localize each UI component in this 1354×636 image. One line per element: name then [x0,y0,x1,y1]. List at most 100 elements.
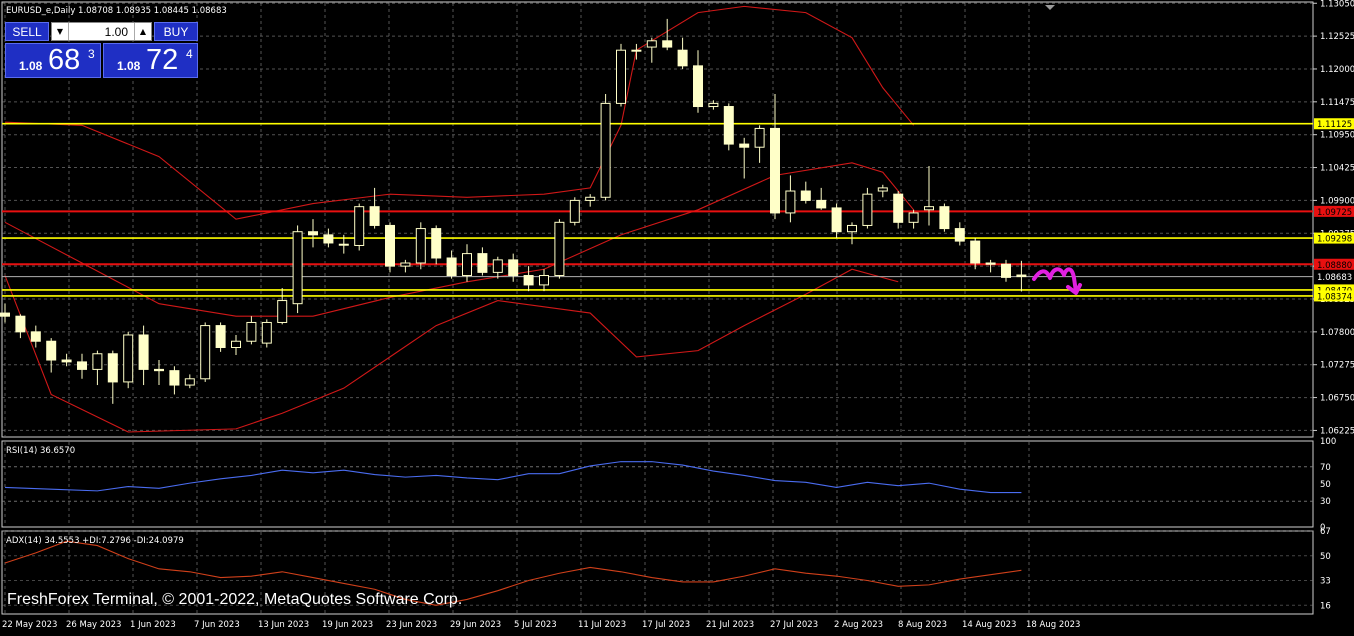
lot-size-control[interactable]: ▼ ▲ [51,22,152,41]
bullish-candle [924,206,934,211]
bearish-candle [169,370,180,386]
bearish-candle [107,353,118,383]
price-level-label: 1.09725 [1317,208,1352,218]
bearish-candle [477,253,488,273]
adx-title: ADX(14) 34.5553 +DI:7.2796 -DI:24.0979 [6,536,184,546]
main-panel-frame [1,1,1314,438]
x-axis-label: 2 Aug 2023 [834,620,883,630]
price-level-label: 1.11125 [1317,120,1352,130]
x-axis-label: 27 Jul 2023 [770,620,818,630]
bullish-candle [600,102,611,198]
bearish-candle [723,106,734,145]
price-level-tag [1314,232,1354,244]
price-level-tag [1314,118,1354,130]
bearish-candle [154,368,164,372]
bearish-candle [1016,274,1027,278]
bearish-candle [954,228,965,242]
bullish-candle [184,378,195,386]
y-axis-label: 1.10950 [1320,131,1354,141]
adx-line [4,540,1022,606]
bearish-candle [770,127,780,214]
x-axis-label: 19 Jun 2023 [322,620,373,630]
bearish-candle [508,259,519,277]
rsi-title: RSI(14) 36.6570 [6,446,75,456]
symbol-header: EURUSD_e,Daily 1.08708 1.08935 1.08445 1… [6,6,227,16]
bullish-candle [708,102,719,108]
sell-price-prefix: 1.08 [19,59,43,73]
price-level-tag [1314,205,1354,217]
y-axis-label: 1.10425 [1320,164,1354,174]
y-axis-label: 1.11475 [1320,98,1354,108]
x-axis-label: 11 Jul 2023 [578,620,626,630]
bullish-candle [338,243,349,246]
bullish-candle [261,321,272,344]
adx-axis-label: 16 [1320,601,1331,611]
bearish-candle [77,361,87,370]
bearish-candle [939,206,950,230]
bullish-candle [231,340,241,348]
bearish-candle [308,231,318,236]
x-axis-label: 8 Aug 2023 [898,620,947,630]
adx-axis-label: 50 [1320,552,1331,562]
sell-button[interactable]: SELL [5,22,49,41]
price-level-tag [1314,290,1354,302]
chart-shift-marker-icon [1045,5,1055,10]
bearish-candle [739,143,750,148]
price-level-label: 1.08683 [1317,273,1352,283]
x-axis-label: 7 Jun 2023 [194,620,240,630]
bearish-candle [800,190,811,201]
sell-price-pips: 68 [48,44,81,76]
bollinger-middle-band [4,162,915,317]
y-axis-label: 1.12525 [1320,32,1354,42]
lot-dropdown-icon[interactable]: ▼ [52,23,69,40]
lot-size-input[interactable] [70,23,130,40]
bullish-candle [877,187,888,192]
bullish-candle [785,190,796,214]
bullish-candle [400,262,411,267]
bullish-candle [492,259,503,273]
bearish-candle [446,257,457,277]
price-level-label: 1.09298 [1317,235,1352,245]
x-axis-label: 22 May 2023 [2,620,57,630]
price-level-label: 1.08374 [1317,292,1352,302]
sell-price-button[interactable]: 1.08 68 3 [5,43,101,78]
bullish-candle [616,49,626,104]
bollinger-upper-band [4,5,915,220]
buy-price-prefix: 1.08 [117,59,141,73]
y-axis-label: 1.12000 [1320,65,1354,75]
bullish-candle [585,196,596,201]
price-level-tag [1314,258,1354,270]
bullish-candle [646,40,657,48]
bullish-candle [92,353,103,370]
bullish-candle [554,221,565,277]
bearish-candle [431,228,442,259]
bullish-candle [415,228,426,264]
rsi-axis-label: 50 [1320,480,1331,490]
x-axis-label: 17 Jul 2023 [642,620,690,630]
buy-price-fraction: 4 [186,47,193,61]
bearish-candle [46,340,57,361]
x-axis-label: 1 Jun 2023 [130,620,176,630]
bearish-candle [0,312,10,317]
x-axis-label: 13 Jun 2023 [258,620,309,630]
bearish-candle [369,206,380,226]
lot-increase-icon[interactable]: ▲ [134,23,151,40]
x-axis-label: 21 Jul 2023 [706,620,754,630]
bullish-candle [246,321,257,342]
bearish-candle [385,224,395,267]
bullish-candle [631,49,642,52]
rsi-axis-label: 30 [1320,497,1331,507]
price-level-label: 1.08880 [1317,261,1352,271]
bullish-candle [292,231,303,305]
buy-price-button[interactable]: 1.08 72 4 [103,43,198,78]
bullish-candle [908,212,919,223]
bearish-candle [1001,263,1011,278]
buy-button[interactable]: BUY [154,22,198,41]
x-axis-label: 18 Aug 2023 [1026,620,1080,630]
bearish-candle [523,275,534,286]
price-level-tag [1314,271,1354,283]
rsi-line [4,461,1022,494]
y-axis-label: 1.06750 [1320,394,1354,404]
y-axis-label: 1.13050 [1320,0,1354,9]
